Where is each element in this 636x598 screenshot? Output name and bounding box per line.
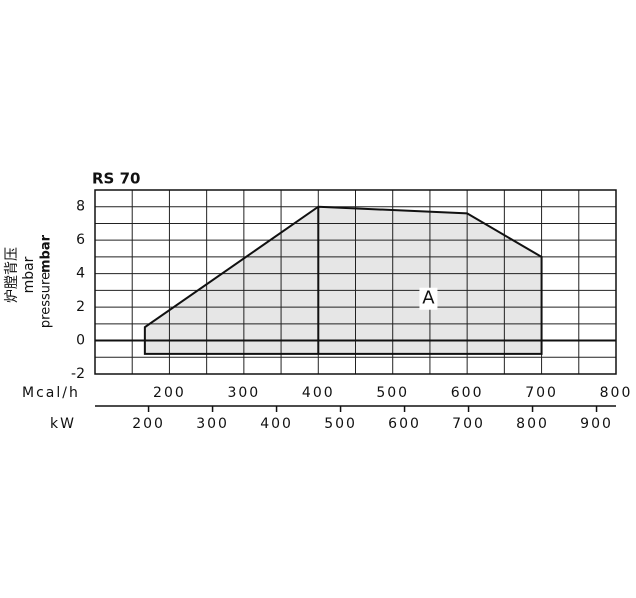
x-tick-label: 700 — [525, 385, 558, 401]
x-tick-label: 800 — [600, 385, 633, 401]
x2-tick-label: 400 — [260, 416, 293, 432]
x2-tick-label: 700 — [452, 416, 485, 432]
y-label-cn: 炉膛背压 — [4, 247, 20, 303]
x-tick-label: 200 — [153, 385, 186, 401]
y-tick-label: -2 — [71, 366, 85, 382]
y-tick-label: 2 — [76, 299, 85, 315]
plot-border — [94, 189, 617, 375]
x2-tick-label: 300 — [196, 416, 229, 432]
x-tick-label: 600 — [451, 385, 484, 401]
chart-title: RS 70 — [92, 170, 140, 188]
x2-tick-label: 800 — [516, 416, 549, 432]
x2-tick-label: 200 — [132, 416, 165, 432]
y-label-en-unit: mbar — [39, 234, 54, 273]
x-tick-label: 500 — [376, 385, 409, 401]
x2-tick-label: 600 — [388, 416, 421, 432]
x2-label: kW — [50, 416, 76, 432]
y-tick-label: 6 — [76, 232, 85, 248]
y-tick-label: 8 — [76, 199, 85, 215]
x2-tick-label: 500 — [324, 416, 357, 432]
x-tick-label: 300 — [227, 385, 260, 401]
area-outline — [143, 205, 543, 355]
y-tick-label: 4 — [76, 266, 85, 282]
y-tick-label: 0 — [76, 333, 85, 349]
y-label-unit: mbar — [21, 256, 37, 293]
annotation: A — [422, 288, 435, 309]
y-label-en: pressure — [39, 272, 54, 328]
x-label: Mcal/h — [22, 385, 80, 401]
x-tick-label: 400 — [302, 385, 335, 401]
x2-tick-label: 900 — [580, 416, 613, 432]
annotation-bg — [419, 287, 438, 310]
area — [144, 206, 542, 354]
